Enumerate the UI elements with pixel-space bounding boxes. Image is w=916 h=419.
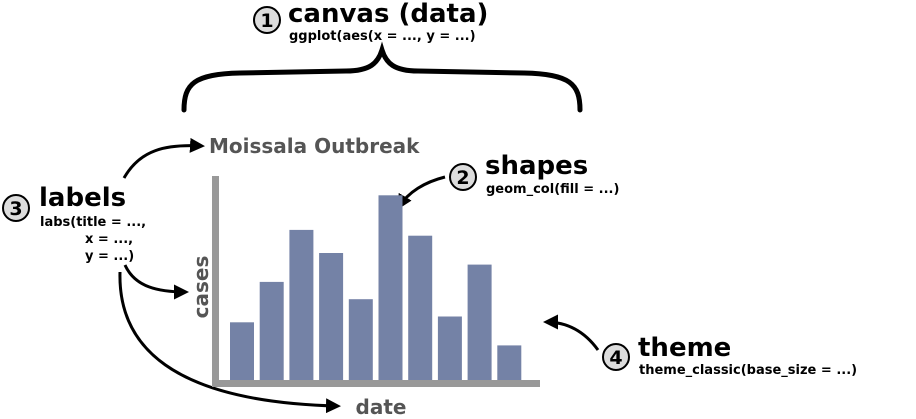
bar-2	[259, 281, 284, 380]
labels-arrow-y	[123, 264, 189, 300]
labels-code-line-3: y = ...)	[85, 249, 134, 264]
step-2-circle	[449, 163, 477, 191]
canvas-code: ggplot(aes(x = ..., y = ...)	[289, 29, 476, 44]
labels-title: labels	[39, 183, 126, 213]
theme-title: theme	[638, 333, 731, 363]
bar-10	[497, 345, 522, 380]
bar-3	[289, 229, 314, 380]
bars	[230, 195, 522, 380]
bar-5	[348, 299, 373, 380]
x-axis-label: date	[356, 395, 407, 419]
shapes-arrow	[397, 175, 446, 210]
step-1-circle	[253, 6, 281, 34]
theme-code: theme_classic(base_size = ...)	[639, 363, 857, 378]
labels-code-line-2: x = ...,	[85, 232, 133, 247]
labels-arrow-title	[122, 137, 205, 179]
canvas-annotation: 1 canvas (data) ggplot(aes(x = ..., y = …	[181, 0, 583, 113]
labels-code-line-1: labs(title = ...,	[40, 215, 146, 230]
step-3-circle	[2, 194, 30, 222]
shapes-annotation: 2 shapes geom_col(fill = ...)	[397, 151, 619, 210]
labels-annotation: 3 labels labs(title = ..., x = ..., y = …	[2, 137, 341, 414]
bar-7	[408, 235, 433, 380]
bar-4	[319, 253, 344, 380]
bar-plot: Moissala Outbreak cases date	[189, 134, 540, 419]
bar-1	[230, 322, 254, 380]
shapes-code: geom_col(fill = ...)	[486, 182, 619, 197]
step-3-number: 3	[9, 198, 22, 220]
labels-arrow-x	[118, 271, 341, 414]
bar-8	[437, 316, 462, 380]
shapes-title: shapes	[485, 151, 588, 181]
bar-9	[467, 264, 492, 380]
canvas-brace	[181, 41, 583, 113]
canvas-title: canvas (data)	[288, 0, 488, 29]
step-4-circle	[602, 343, 630, 371]
step-1-number: 1	[260, 10, 273, 32]
step-4-number: 4	[609, 347, 622, 369]
theme-arrow	[543, 314, 600, 351]
y-axis-label: cases	[189, 256, 213, 319]
step-2-number: 2	[456, 167, 469, 189]
plot-title: Moissala Outbreak	[209, 134, 420, 158]
theme-annotation: 4 theme theme_classic(base_size = ...)	[543, 314, 857, 378]
bar-6	[378, 195, 403, 380]
